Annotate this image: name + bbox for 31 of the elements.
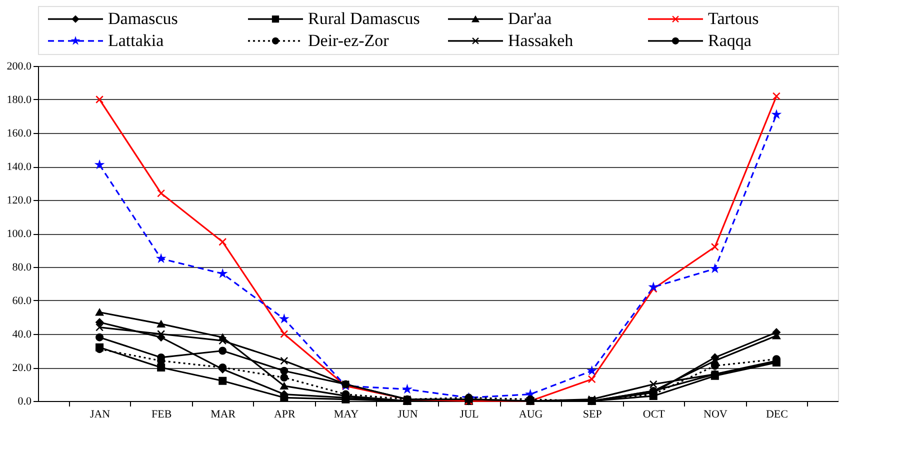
x-tick-label: OCT <box>642 408 666 420</box>
y-tick-label: 60.0 <box>12 295 32 307</box>
x-tick-label: APR <box>274 408 296 420</box>
y-tick-label: 140.0 <box>6 161 32 173</box>
x-tick-label: AUG <box>518 408 543 420</box>
y-tick-label: 120.0 <box>6 194 32 206</box>
y-tick-label: 20.0 <box>12 362 32 374</box>
y-tick-label: 160.0 <box>6 128 32 140</box>
y-tick-label: 100.0 <box>6 228 32 240</box>
legend-label: Hassakeh <box>508 30 574 50</box>
x-tick-label: JUL <box>460 408 480 420</box>
legend-label: Rural Damascus <box>308 9 420 28</box>
legend-label: Lattakia <box>108 30 164 50</box>
x-tick-label: JAN <box>90 408 110 420</box>
x-tick-label: MAY <box>334 408 359 420</box>
y-tick-label: 0.0 <box>18 396 32 408</box>
legend-label: Raqqa <box>708 30 752 50</box>
legend-label: Dar'aa <box>508 9 552 28</box>
legend-label: Damascus <box>108 9 178 28</box>
x-tick-label: SEP <box>582 408 602 420</box>
y-tick-label: 40.0 <box>12 328 32 340</box>
legend-label: Tartous <box>708 9 759 28</box>
x-tick-label: NOV <box>704 408 728 420</box>
y-tick-label: 180.0 <box>6 94 32 106</box>
y-tick-label: 80.0 <box>12 262 32 274</box>
x-tick-label: DEC <box>766 408 788 420</box>
x-tick-label: JUN <box>398 408 418 420</box>
x-tick-label: FEB <box>151 408 172 420</box>
legend-label: Deir-ez-Zor <box>308 30 390 50</box>
y-tick-label: 200.0 <box>6 60 32 72</box>
x-tick-label: MAR <box>210 408 236 420</box>
